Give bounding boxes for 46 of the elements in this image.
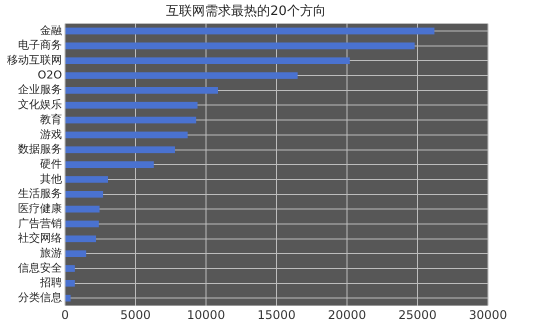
bar bbox=[66, 87, 218, 94]
x-tick-label: 15000 bbox=[257, 308, 296, 322]
x-tick-label: 5000 bbox=[120, 308, 151, 322]
y-tick-label: 社交网络 bbox=[18, 232, 62, 245]
bar bbox=[66, 235, 96, 242]
bar bbox=[66, 176, 108, 183]
chart-title: 互联网需求最热的20个方向 bbox=[166, 3, 326, 20]
y-tick-label: 医疗健康 bbox=[18, 202, 62, 215]
x-tick-label: 20000 bbox=[328, 308, 366, 322]
y-tick-label: 硬件 bbox=[40, 157, 62, 170]
x-tick-label: 30000 bbox=[468, 308, 508, 322]
bar bbox=[66, 294, 71, 302]
bar bbox=[66, 57, 350, 64]
y-tick-label: 金融 bbox=[40, 24, 62, 37]
y-tick-label: 信息安全 bbox=[18, 261, 62, 274]
y-tick-label: 教育 bbox=[40, 112, 62, 126]
bar bbox=[66, 161, 154, 168]
y-tick-label: 移动互联网 bbox=[7, 54, 62, 67]
y-tick-label: O2O bbox=[38, 68, 62, 82]
y-tick-label: 游戏 bbox=[40, 128, 62, 141]
y-tick-label: 旅游 bbox=[40, 246, 62, 260]
y-tick-label: 电子商务 bbox=[18, 38, 62, 52]
y-tick-label: 广告营销 bbox=[18, 216, 62, 230]
y-tick-label: 文化娱乐 bbox=[18, 98, 62, 112]
bar bbox=[66, 132, 188, 138]
bar bbox=[66, 72, 298, 79]
bar bbox=[66, 116, 196, 124]
bar bbox=[66, 250, 86, 257]
bar bbox=[66, 206, 100, 212]
y-tick-label: 招聘 bbox=[39, 276, 62, 290]
x-tick-label: 10000 bbox=[186, 308, 226, 322]
bar bbox=[66, 265, 75, 272]
x-tick-label: 25000 bbox=[398, 308, 437, 322]
bar bbox=[66, 220, 99, 228]
y-tick-label: 企业服务 bbox=[18, 83, 62, 96]
bar bbox=[66, 146, 175, 154]
x-tick-label: 0 bbox=[61, 308, 69, 322]
bar bbox=[66, 28, 434, 34]
bar bbox=[66, 42, 415, 50]
y-tick-label: 分类信息 bbox=[18, 291, 62, 304]
y-tick-label: 数据服务 bbox=[18, 142, 62, 156]
bar bbox=[66, 280, 75, 287]
bar bbox=[66, 102, 198, 109]
bar bbox=[66, 190, 104, 198]
y-tick-label: 生活服务 bbox=[18, 187, 62, 200]
y-tick-label: 其他 bbox=[40, 172, 62, 186]
